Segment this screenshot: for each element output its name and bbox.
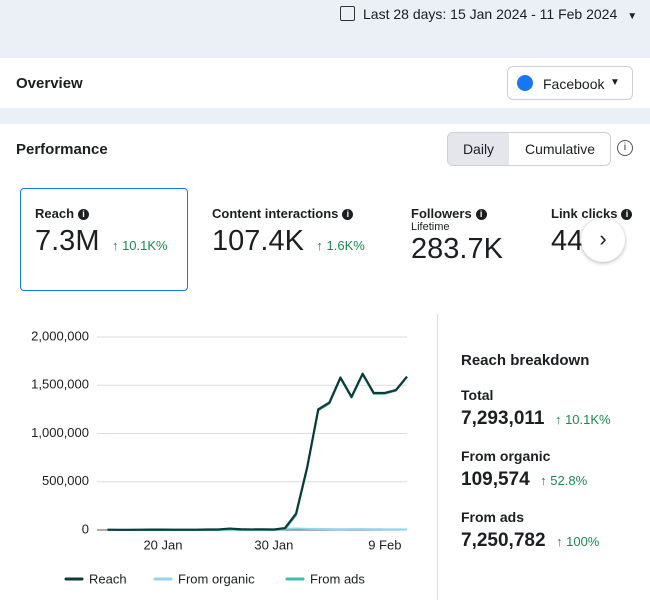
platform-dropdown[interactable]: Facebook ▼ (507, 66, 633, 100)
x-tick-label: 30 Jan (254, 537, 293, 552)
series-line (107, 372, 408, 531)
breakdown-change: 10.1K% (555, 412, 611, 427)
chart: 0 500,000 1,000,000 1,500,000 2,000,000 20 Ja… (31, 328, 408, 586)
metric-change: 1.6K% (316, 238, 364, 253)
divider (437, 314, 438, 600)
y-tick-label: 1,000,000 (31, 425, 89, 440)
metric-value: 7.3M (35, 225, 100, 257)
breakdown-item: From organic 109,574 52.8% (461, 448, 611, 509)
info-icon[interactable]: i (617, 140, 633, 156)
breakdown-title: Reach breakdown (461, 352, 590, 369)
legend-label: From organic (178, 571, 255, 586)
y-tick-label: 1,500,000 (31, 377, 89, 392)
breakdown-label: From ads (461, 509, 525, 525)
date-range: Last 28 days: 15 Jan 2024 - 11 Feb 2024 (363, 6, 618, 22)
breakdown-value: 109,574 (461, 469, 530, 490)
breakdown-item: From ads 7,250,782 100% (461, 509, 611, 570)
series-line (107, 373, 408, 531)
breakdown-value: 7,293,011 (461, 408, 545, 429)
toggle-option[interactable]: Cumulative (524, 141, 596, 157)
view-toggle: Daily Cumulative (447, 132, 611, 166)
metric-label: Link clicks (551, 206, 618, 221)
metric-label: Reach (35, 206, 75, 221)
breakdown-change: 100% (556, 534, 599, 549)
toggle-option[interactable]: Daily (448, 133, 509, 165)
metric-change: 10.1K% (112, 238, 168, 253)
metric-label: Followers (411, 206, 472, 221)
performance-title: Performance (16, 141, 108, 158)
y-tick-label: 2,000,000 (31, 328, 89, 343)
metric-sublabel: Lifetime (411, 221, 450, 233)
date-range-picker[interactable]: Last 28 days: 15 Jan 2024 - 11 Feb 2024 ▼ (340, 6, 637, 22)
x-tick-label: 20 Jan (143, 537, 182, 552)
legend-label: From ads (310, 571, 365, 586)
breakdown-label: Total (461, 387, 494, 403)
next-button[interactable]: › (581, 218, 625, 262)
metric-label: Content interactions (212, 206, 339, 221)
metric-value: 283.7K (411, 233, 503, 265)
overview-bar: Overview Facebook ▼ (0, 58, 650, 108)
x-tick-label: 9 Feb (368, 537, 401, 552)
breakdown-label: From organic (461, 448, 551, 464)
performance-card: Performance Daily Cumulative i Reach i 7.… (0, 124, 650, 600)
y-tick-label: 0 (82, 521, 89, 536)
legend-label: Reach (89, 571, 127, 586)
metric-value: 107.4K (212, 225, 304, 257)
breakdown-value: 7,250,782 (461, 530, 546, 551)
overview-title: Overview (16, 75, 83, 92)
metric-card-selected[interactable] (20, 188, 188, 291)
breakdown-item: Total 7,293,011 10.1K% (461, 387, 611, 448)
breakdown: Reach breakdown Total 7,293,011 10.1K% Fr… (461, 352, 611, 570)
platform: Facebook (543, 76, 605, 92)
metric[interactable]: Followers i Lifetime 283.7K (411, 206, 503, 265)
breakdown-change: 52.8% (540, 473, 587, 488)
y-tick-label: 500,000 (42, 473, 89, 488)
